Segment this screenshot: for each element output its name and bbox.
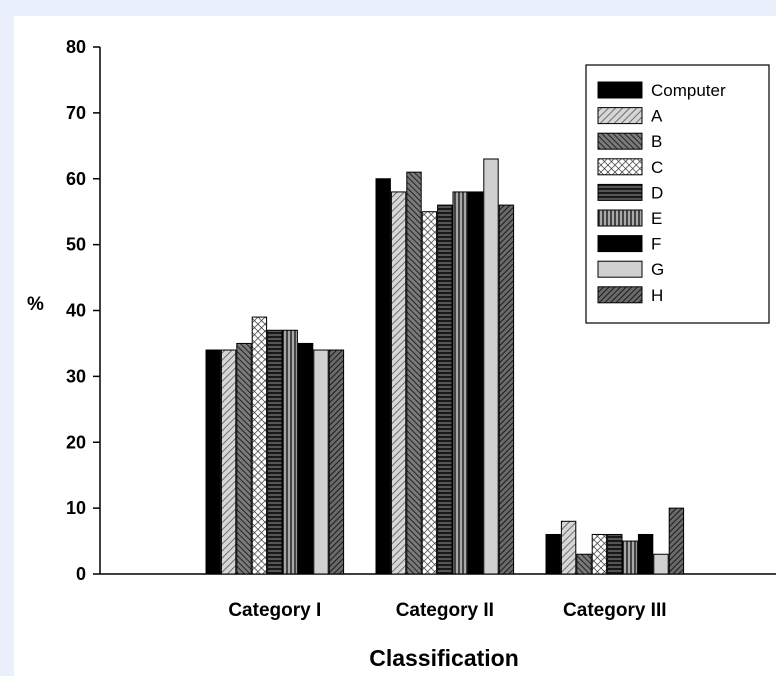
bar-c-3 (591, 533, 608, 575)
legend-swatch (597, 286, 643, 304)
x-tick-label: Category III (563, 600, 666, 621)
y-tick-label: 40 (66, 301, 86, 321)
y-tick-label: 70 (66, 103, 86, 123)
y-tick-label: 60 (66, 169, 86, 189)
bar-g-2 (483, 158, 499, 575)
legend-swatch (597, 209, 643, 227)
bar-b-1 (236, 342, 252, 575)
bar-h-3 (668, 507, 685, 575)
legend-label: C (651, 158, 663, 177)
bar-c-1 (251, 316, 268, 575)
legend-label: B (651, 132, 662, 151)
bar-computer-1 (205, 349, 221, 575)
x-axis-title: Classification (369, 645, 519, 671)
legend-label: F (651, 235, 661, 254)
bar-g-3 (653, 553, 669, 575)
bars (205, 158, 685, 575)
legend-label: D (651, 183, 663, 202)
bar-d-1 (267, 329, 283, 575)
bar-g-1 (313, 349, 329, 575)
bar-d-2 (437, 204, 453, 575)
bar-a-1 (220, 349, 237, 575)
y-tick-label: 0 (76, 564, 86, 584)
legend-swatch (597, 132, 643, 150)
bar-computer-2 (375, 178, 391, 575)
bar-f-3 (637, 533, 654, 575)
bar-computer-3 (545, 533, 561, 575)
chart-container: 0 10 20 30 40 50 60 70 80 Category I Category II C… (14, 16, 776, 676)
y-tick-label: 50 (66, 235, 86, 255)
legend-label: A (651, 107, 663, 126)
legend-label: H (651, 286, 663, 305)
legend-label: G (651, 260, 664, 279)
bar-a-2 (390, 191, 407, 575)
legend-label: E (651, 209, 662, 228)
legend-swatch (597, 260, 643, 278)
y-axis-title: % (27, 294, 44, 315)
x-tick-label: Category II (396, 600, 494, 621)
bar-c-2 (421, 211, 438, 575)
legend-label: Computer (651, 81, 726, 100)
x-tick-label: Category I (228, 600, 321, 621)
bar-d-3 (607, 533, 623, 575)
bar-f-2 (467, 191, 484, 575)
y-tick-label: 10 (66, 498, 86, 518)
y-tick-label: 30 (66, 366, 86, 386)
bar-e-2 (452, 191, 468, 575)
legend-swatch (597, 107, 643, 125)
bar-b-3 (576, 553, 592, 575)
legend-swatch (597, 235, 643, 253)
bar-e-3 (622, 540, 638, 575)
y-tick-label: 20 (66, 432, 86, 452)
y-tick-label: 80 (66, 37, 86, 57)
bar-b-2 (406, 171, 422, 575)
legend-swatch (597, 183, 643, 201)
legend-swatch (597, 81, 643, 99)
bar-h-1 (328, 349, 345, 575)
bar-e-1 (282, 329, 298, 575)
x-tick-labels: Category I Category II Category III (228, 600, 666, 621)
legend-swatch (597, 158, 643, 176)
bar-f-1 (297, 342, 314, 575)
bar-a-3 (560, 520, 577, 575)
y-ticks: 0 10 20 30 40 50 60 70 80 (66, 37, 100, 584)
bar-h-2 (498, 204, 515, 575)
